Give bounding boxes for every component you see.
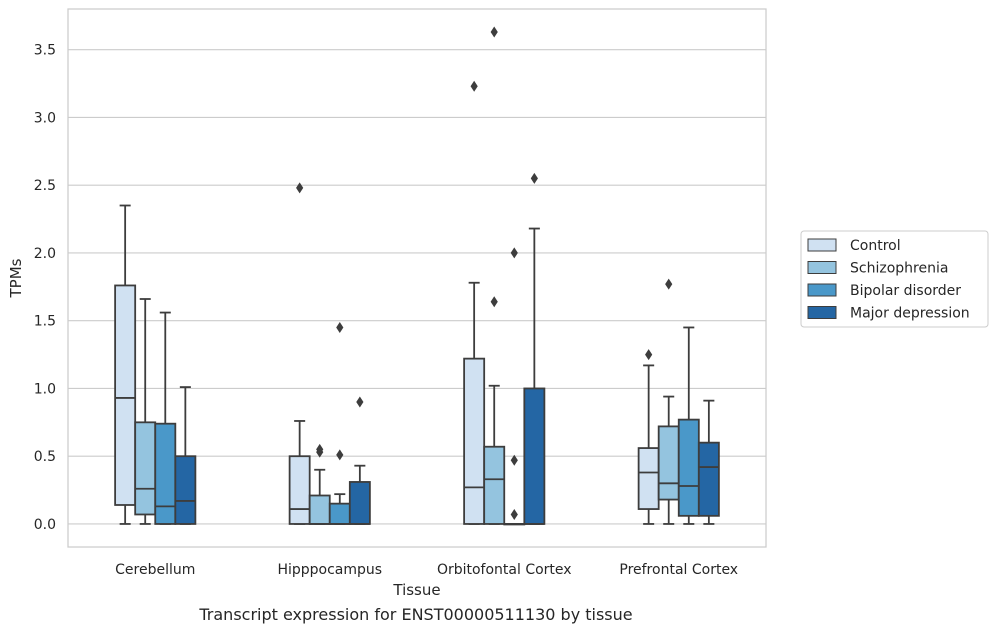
box-control-2 (463, 80, 486, 525)
y-tick-label: 2.5 (34, 178, 56, 194)
box-schizophrenia-0 (134, 298, 157, 525)
outlier-point (490, 296, 498, 308)
box-major-depression-1 (348, 396, 371, 525)
outlier-point (665, 278, 673, 290)
x-tick-label: Orbitofontal Cortex (437, 562, 572, 578)
legend-label: Major depression (850, 306, 970, 322)
box-body (328, 502, 351, 525)
outlier-point (356, 396, 364, 408)
legend-swatch (807, 238, 837, 252)
outlier-point (510, 454, 518, 466)
y-tick-label: 3.0 (34, 110, 56, 126)
legend-label: Control (850, 238, 901, 254)
x-tick-label: Prefrontal Cortex (619, 562, 738, 578)
box-body (174, 455, 197, 525)
legend-label: Bipolar disorder (850, 283, 961, 299)
outlier-point (296, 182, 304, 194)
box-bipolar-disorder-1 (328, 321, 351, 525)
legend-frame (800, 230, 989, 328)
legend-swatch (807, 283, 837, 297)
box-control-3 (637, 349, 660, 525)
box-body (483, 445, 506, 525)
legend-swatch (807, 306, 837, 319)
outlier-point (490, 26, 498, 38)
chart-caption: Transcript expression for ENST0000051113… (199, 605, 633, 624)
box-body (308, 494, 331, 525)
box-body (463, 357, 486, 525)
plot-frame (67, 8, 767, 548)
legend: Control Schizophrenia Bipolar disorder Majo… (800, 230, 989, 328)
x-tick-labels: Cerebellum Hipppocampus Orbitofontal Corte… (115, 562, 738, 578)
y-tick-labels: 0.0 0.5 1.0 1.5 2.0 2.5 3.0 3.5 (34, 43, 56, 533)
box-major-depression-0 (174, 386, 197, 525)
legend-label: Schizophrenia (850, 261, 948, 277)
box-schizophrenia-3 (657, 278, 680, 525)
y-tick-label: 2.0 (34, 246, 56, 262)
box-body (523, 387, 546, 525)
outlier-point (470, 80, 478, 92)
y-tick-label: 0.5 (34, 449, 56, 465)
box-body (288, 455, 311, 525)
box-body (114, 284, 137, 506)
y-tick-label: 1.0 (34, 381, 56, 397)
y-tick-label: 3.5 (34, 43, 56, 59)
box-major-depression-2 (523, 172, 546, 525)
box-body (348, 481, 371, 525)
box-body (697, 441, 720, 517)
y-tick-label: 1.5 (34, 314, 56, 330)
box-groups (114, 26, 720, 526)
outlier-point (316, 443, 324, 455)
box-major-depression-3 (697, 399, 720, 525)
y-axis-label: TPMs (7, 258, 25, 298)
outlier-point (336, 449, 344, 461)
box-bipolar-disorder-3 (677, 326, 700, 525)
x-axis-label: Tissue (392, 581, 440, 599)
outlier-point (645, 349, 653, 361)
x-tick-label: Cerebellum (115, 562, 195, 578)
box-body (677, 418, 700, 517)
box-bipolar-disorder-0 (154, 311, 177, 525)
box-body (154, 422, 177, 525)
legend-swatch (807, 261, 837, 274)
box-control-0 (114, 204, 137, 525)
x-tick-label: Hipppocampus (277, 562, 382, 578)
box-body (637, 447, 660, 510)
box-control-1 (288, 182, 311, 525)
box-body (134, 421, 157, 516)
box-bipolar-disorder-2 (503, 247, 526, 526)
box-body (657, 425, 680, 501)
outlier-point (510, 247, 518, 259)
outlier-point (336, 321, 344, 333)
outlier-point (510, 508, 518, 520)
y-tick-label: 0.0 (34, 517, 56, 533)
outlier-point (530, 172, 538, 184)
box-schizophrenia-2 (483, 26, 506, 525)
